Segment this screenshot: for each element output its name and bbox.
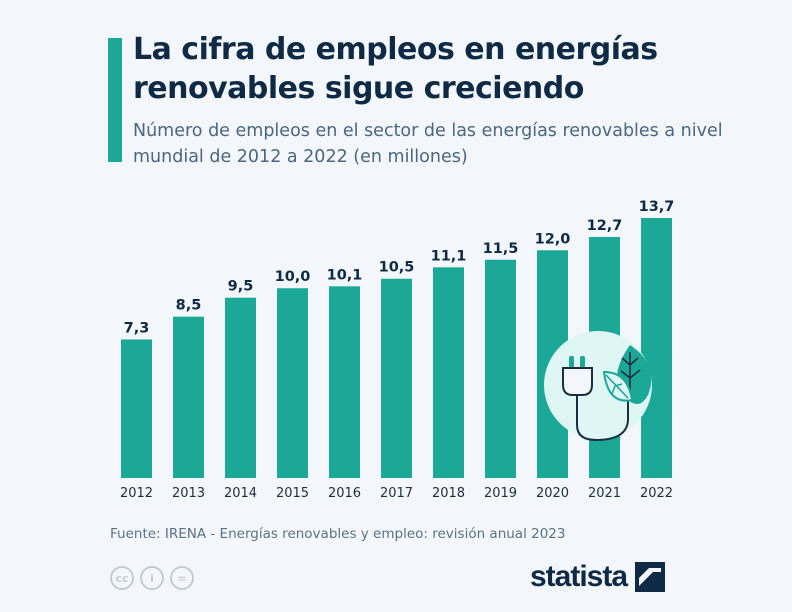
attribution-icon[interactable]: i bbox=[140, 566, 164, 590]
data-label: 10,5 bbox=[379, 260, 415, 276]
bar-2015 bbox=[277, 288, 308, 478]
no-derivatives-icon[interactable]: = bbox=[170, 566, 194, 590]
x-tick-label: 2020 bbox=[536, 486, 569, 501]
bar-2014 bbox=[225, 297, 256, 478]
x-tick-label: 2017 bbox=[380, 486, 413, 501]
bar-2016 bbox=[329, 286, 360, 478]
chart-subtitle: Número de empleos en el sector de las en… bbox=[133, 121, 723, 167]
bar-2019 bbox=[485, 259, 516, 478]
source-note: Fuente: IRENA - Energías renovables y em… bbox=[110, 526, 566, 542]
data-label: 12,0 bbox=[535, 231, 571, 247]
x-tick-label: 2014 bbox=[224, 486, 257, 501]
license-icons: cc i = bbox=[110, 566, 194, 590]
statista-logo-mark-icon bbox=[635, 562, 666, 592]
data-label: 8,5 bbox=[176, 298, 202, 314]
data-label: 11,5 bbox=[483, 241, 519, 257]
title-accent-bar bbox=[108, 38, 122, 162]
x-tick-label: 2012 bbox=[120, 486, 153, 501]
data-label: 11,1 bbox=[431, 248, 467, 264]
bar-2018 bbox=[433, 267, 464, 478]
x-tick-label: 2021 bbox=[588, 486, 621, 501]
x-tick-label: 2013 bbox=[172, 486, 205, 501]
data-label: 7,3 bbox=[124, 320, 150, 336]
data-label: 10,1 bbox=[327, 267, 363, 283]
x-tick-label: 2018 bbox=[432, 486, 465, 501]
statista-wordmark: statista bbox=[530, 560, 628, 593]
bar-2022 bbox=[641, 218, 672, 478]
bar-2017 bbox=[381, 278, 412, 478]
data-label: 12,7 bbox=[587, 218, 623, 234]
data-label: 9,5 bbox=[228, 279, 254, 295]
data-label: 13,7 bbox=[639, 199, 675, 215]
bar-2013 bbox=[173, 316, 204, 478]
statista-logo[interactable]: statista bbox=[530, 560, 666, 594]
plug-leaf-icon bbox=[544, 331, 652, 442]
x-tick-label: 2015 bbox=[276, 486, 309, 501]
x-tick-label: 2019 bbox=[484, 486, 517, 501]
x-tick-label: 2022 bbox=[640, 486, 673, 501]
bar-2012 bbox=[121, 339, 152, 478]
cc-icon[interactable]: cc bbox=[110, 566, 134, 590]
data-label: 10,0 bbox=[275, 269, 311, 285]
x-tick-label: 2016 bbox=[328, 486, 361, 501]
chart-title: La cifra de empleos en energías renovabl… bbox=[133, 32, 658, 106]
